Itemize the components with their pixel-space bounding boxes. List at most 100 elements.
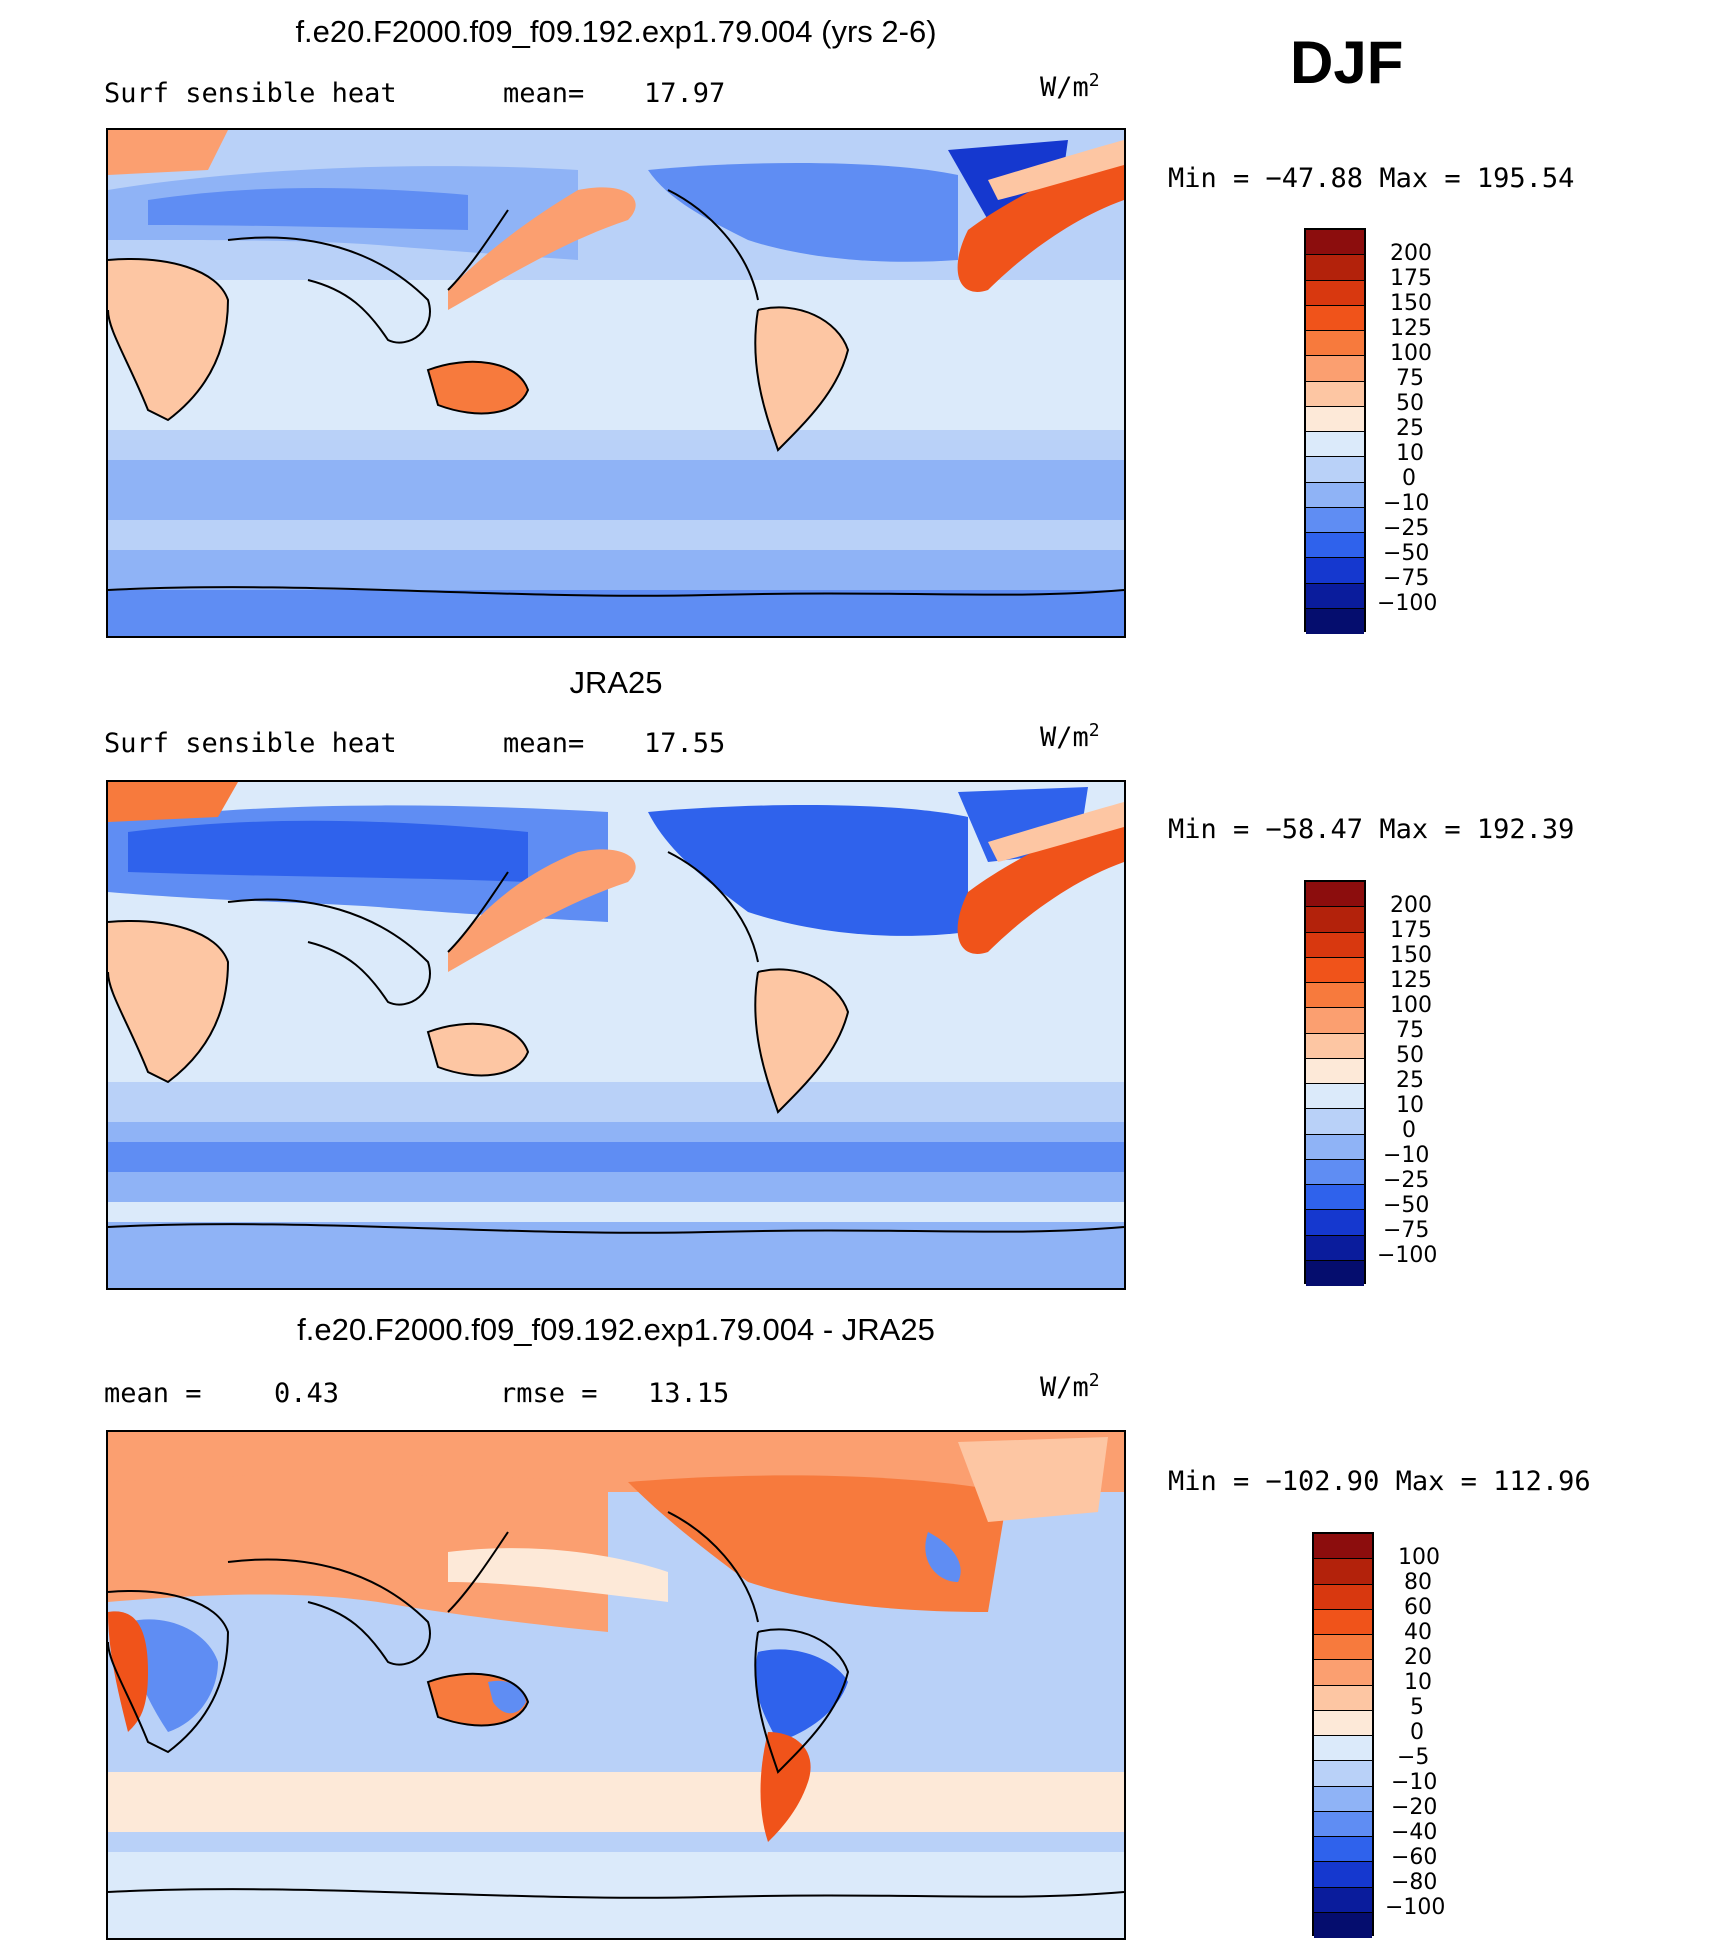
colorbar-3-bin	[1314, 1912, 1372, 1938]
subtropic-south-band	[108, 1082, 1124, 1122]
colorbar-2-bin	[1306, 1134, 1364, 1160]
colorbar-2-bin	[1306, 1008, 1364, 1034]
colorbar-tick-label: 0	[1410, 1720, 1424, 1745]
colorbar-2-bin	[1306, 932, 1364, 958]
kuroshio-warm	[448, 849, 636, 972]
africa-warm	[108, 1611, 148, 1732]
colorbar-3-bin	[1314, 1736, 1372, 1762]
colorbar-1-bin	[1306, 356, 1364, 382]
colorbar-tick-label: 40	[1404, 1620, 1432, 1645]
panel-3-units: W/m2	[1040, 1370, 1100, 1403]
colorbar-tick-label: 0	[1402, 1118, 1416, 1143]
colorbar-tick-label: 10	[1396, 1093, 1424, 1118]
colorbar-1-bin	[1306, 230, 1364, 256]
panel-1-min-max: Min = −47.88 Max = 195.54	[1168, 163, 1575, 194]
colorbar-tick-label: 5	[1410, 1695, 1424, 1720]
panel-1-units: W/m2	[1040, 70, 1100, 103]
eurasia-warm	[108, 1474, 608, 1632]
colorbar-tick-label: 100	[1390, 341, 1432, 366]
colorbar-tick-label: −100	[1385, 1895, 1446, 1920]
panel-2-colorbar	[1304, 880, 1366, 1286]
panel-3-title: f.e20.F2000.f09_f09.192.exp1.79.004 - JR…	[297, 1312, 935, 1347]
colorbar-1-bin	[1306, 507, 1364, 533]
colorbar-3-bin	[1314, 1609, 1372, 1635]
southern-ocean-core	[108, 1142, 1124, 1172]
panel-1-mean-value: 17.97	[644, 78, 726, 109]
colorbar-tick-label: −40	[1391, 1820, 1438, 1845]
colorbar-tick-label: −20	[1391, 1795, 1438, 1820]
colorbar-tick-label: −10	[1383, 491, 1430, 516]
colorbar-2-bin	[1306, 1260, 1364, 1286]
colorbar-2-bin	[1306, 983, 1364, 1009]
panel-2-min-max: Min = −58.47 Max = 192.39	[1168, 814, 1575, 845]
colorbar-tick-label: −10	[1383, 1143, 1430, 1168]
colorbar-tick-label: −5	[1397, 1745, 1430, 1770]
colorbar-tick-label: −100	[1377, 1243, 1438, 1268]
colorbar-3-bin	[1314, 1761, 1372, 1787]
colorbar-tick-label: −50	[1383, 1193, 1430, 1218]
coastlines	[108, 189, 1124, 597]
colorbar-tick-label: 20	[1404, 1645, 1432, 1670]
colorbar-1-bin	[1306, 406, 1364, 432]
colorbar-tick-label: 150	[1390, 291, 1432, 316]
colorbar-3-bin	[1314, 1837, 1372, 1863]
colorbar-3-bin	[1314, 1660, 1372, 1686]
north-atlantic-band	[988, 802, 1124, 862]
colorbar-1-bin	[1306, 331, 1364, 357]
australia-cool	[488, 1680, 526, 1714]
gulf-stream-warm	[957, 812, 1124, 954]
colorbar-1-bin	[1306, 381, 1364, 407]
panel-1-title: f.e20.F2000.f09_f09.192.exp1.79.004 (yrs…	[295, 14, 937, 49]
colorbar-tick-label: 25	[1396, 416, 1424, 441]
colorbar-3-bin	[1314, 1710, 1372, 1736]
southern-band	[108, 1772, 1124, 1832]
colorbar-1-bin	[1306, 558, 1364, 584]
colorbar-2-bin	[1306, 1235, 1364, 1261]
colorbar-tick-label: −10	[1391, 1770, 1438, 1795]
east-us-cool	[925, 1532, 961, 1582]
colorbar-tick-label: 100	[1390, 993, 1432, 1018]
colorbar-tick-label: 100	[1398, 1545, 1440, 1570]
panel-3-min-max: Min = −102.90 Max = 112.96	[1168, 1466, 1591, 1497]
colorbar-1-bin	[1306, 533, 1364, 559]
panel-3-rmse-value: 13.15	[648, 1378, 730, 1409]
colorbar-tick-label: 0	[1402, 466, 1416, 491]
australia-warm	[428, 361, 528, 414]
colorbar-2-bin	[1306, 1109, 1364, 1135]
colorbar-1-bin	[1306, 305, 1364, 331]
panel-3-map	[106, 1430, 1126, 1940]
panel-3-mean-value: 0.43	[274, 1378, 340, 1409]
colorbar-2-bin	[1306, 1058, 1364, 1084]
north-atlantic-band	[988, 140, 1124, 200]
panel-3-mean-label: mean =	[104, 1378, 202, 1409]
africa-cool	[128, 1619, 218, 1732]
south-america-warm	[755, 307, 848, 450]
panel-2-mean-value: 17.55	[644, 728, 726, 759]
southern-ocean-band	[108, 460, 1124, 520]
colorbar-tick-label: 75	[1396, 366, 1424, 391]
panel-2-map	[106, 780, 1126, 1290]
colorbar-tick-label: −50	[1383, 541, 1430, 566]
panel-1-colorbar	[1304, 228, 1366, 634]
panel-1-mean-label: mean=	[503, 78, 585, 109]
colorbar-1-bin	[1306, 432, 1364, 458]
africa-warm	[108, 921, 228, 1082]
colorbar-tick-label: 80	[1404, 1570, 1432, 1595]
colorbar-tick-label: 175	[1390, 918, 1432, 943]
eurasia-cold-core	[128, 820, 528, 882]
coastlines	[108, 1511, 1124, 1899]
colorbar-tick-label: −75	[1383, 566, 1430, 591]
north-america-cold	[648, 163, 958, 262]
eurasia-cold-core	[148, 188, 468, 230]
colorbar-tick-label: −60	[1391, 1845, 1438, 1870]
south-america-cool	[755, 1649, 848, 1742]
colorbar-3-bin	[1314, 1635, 1372, 1661]
colorbar-tick-label: 60	[1404, 1595, 1432, 1620]
africa-warm	[108, 259, 228, 420]
gulf-stream-warm	[957, 150, 1124, 292]
colorbar-tick-label: −25	[1383, 1168, 1430, 1193]
colorbar-tick-label: 50	[1396, 1043, 1424, 1068]
greenland-warm	[958, 1437, 1108, 1522]
colorbar-tick-label: 175	[1390, 266, 1432, 291]
colorbar-tick-label: −25	[1383, 516, 1430, 541]
